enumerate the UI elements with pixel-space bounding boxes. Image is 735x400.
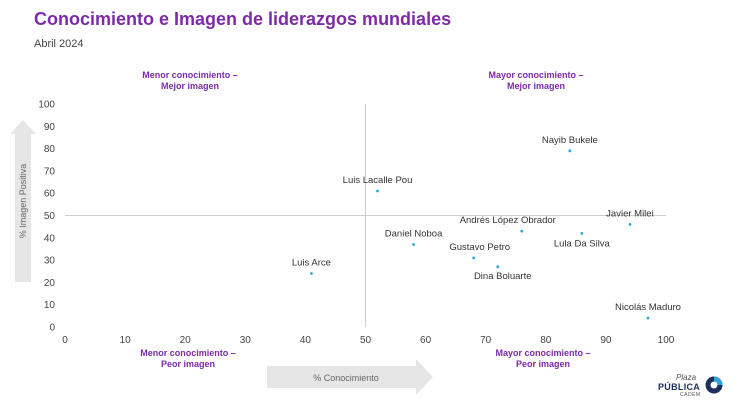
x-tick-label: 40 [300,335,312,346]
logo-text-top: Plaza [676,373,697,382]
data-point-label: Lula Da Silva [554,238,611,249]
quadrant-label-bottom-left: Menor conocimiento – Peor imagen [118,348,258,370]
axis-ticks: 0 10 20 30 40 50 60 70 80 90 100 0 10 20 30 40 50 60 70 80 9… [38,100,674,347]
x-tick-label: 10 [120,335,132,346]
y-axis-label: % Imagen Positiva [18,164,28,239]
quadrant-label-line: Mejor imagen [160,81,219,91]
y-tick-label: 10 [44,300,56,311]
logo-text-main: PÚBLICA [658,382,701,392]
y-tick-label: 70 [44,166,56,177]
x-tick-label: 100 [658,335,675,346]
data-point [412,243,415,246]
data-point [628,223,632,226]
chart-subtitle: Abril 2024 [34,38,84,50]
logo-icon [705,376,723,394]
quadrant-label-top-left: Menor conocimiento – Mejor imagen [120,70,260,92]
data-point-label: Daniel Noboa [385,228,443,239]
y-tick-label: 50 [44,211,56,222]
y-axis-arrow [10,120,36,282]
data-point-label: Javier Milei [606,208,654,219]
logo-text-sub: CADEM [680,392,701,398]
data-point-label: Nayib Bukele [542,135,598,146]
y-tick-label: 90 [44,122,56,133]
x-axis-arrow [267,359,433,395]
y-tick-label: 100 [38,100,55,111]
x-tick-label: 60 [420,335,432,346]
x-tick-label: 50 [360,335,372,346]
quadrant-label-bottom-right: Mayor conocimiento – Peor imagen [473,348,613,370]
x-tick-label: 70 [480,335,492,346]
x-tick-label: 30 [240,335,252,346]
x-tick-label: 20 [180,335,192,346]
data-point [580,231,584,235]
y-tick-label: 30 [44,256,56,267]
data-point [496,265,500,269]
chart-title: Conocimiento e Imagen de liderazgos mund… [34,9,452,29]
data-points: Nayib Bukele Luis Lacalle Pou Andrés López… [292,135,681,320]
data-point [472,256,476,260]
quadrant-label-line: Peor imagen [160,359,216,369]
data-point-label: Nicolás Maduro [615,302,681,313]
y-tick-label: 60 [44,189,56,200]
quadrant-label-line: Mayor conocimiento – [488,70,584,80]
data-point [520,229,524,233]
data-point [310,272,313,275]
data-point-label: Gustavo Petro [449,242,510,253]
data-point-label: Luis Arce [292,257,331,268]
data-point [646,316,650,320]
quadrant-label-top-right: Mayor conocimiento – Mejor imagen [466,70,606,92]
quadrant-label-line: Peor imagen [515,359,571,369]
y-tick-label: 20 [44,278,56,289]
quadrant-label-line: Mejor imagen [506,81,565,91]
data-point-label: Luis Lacalle Pou [343,175,413,186]
x-tick-label: 80 [540,335,552,346]
y-tick-label: 40 [44,233,56,244]
data-point [568,149,572,153]
data-point [376,189,379,193]
quadrant-label-line: Menor conocimiento – [140,348,236,358]
quadrant-label-line: Menor conocimiento – [142,70,238,80]
x-tick-label: 90 [600,335,612,346]
y-tick-label: 0 [49,323,55,334]
y-tick-label: 80 [44,144,56,155]
x-axis-label: % Conocimiento [313,373,379,383]
x-tick-label: 0 [62,335,68,346]
data-point-label: Dina Boluarte [474,271,532,282]
quadrant-dividers [65,104,666,327]
quadrant-label-line: Mayor conocimiento – [495,348,591,358]
data-point-label: Andrés López Obrador [460,215,556,226]
